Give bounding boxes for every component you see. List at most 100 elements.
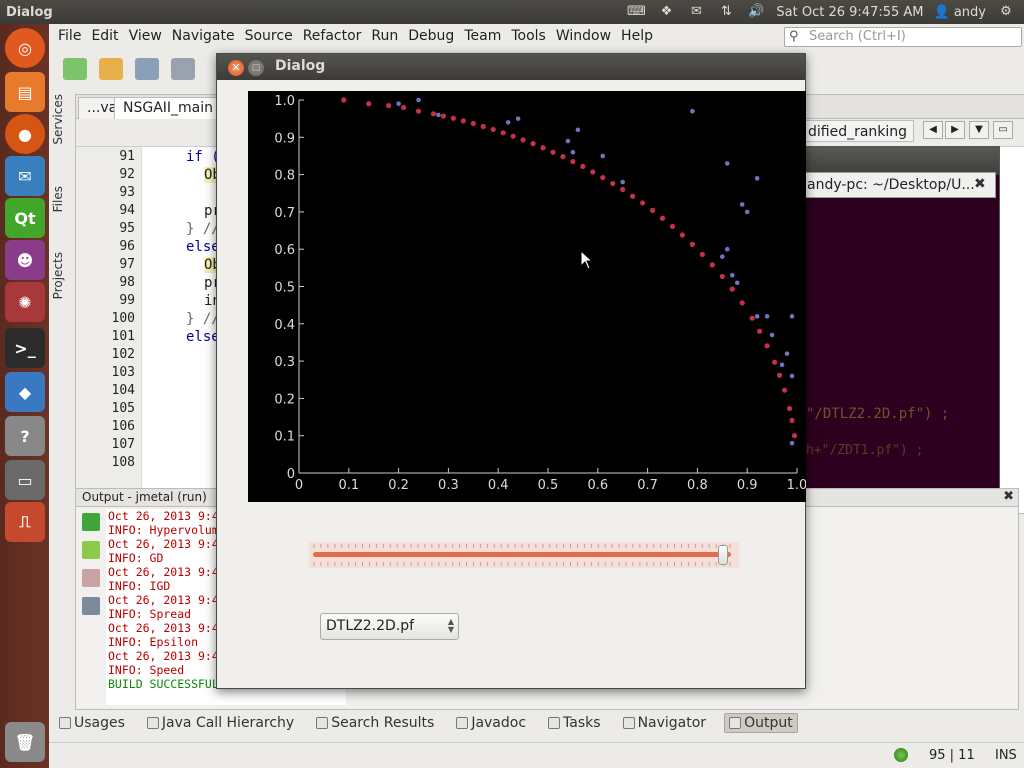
menu-window[interactable]: Window [555, 28, 612, 44]
dialog-titlebar[interactable]: ✕ □ Dialog [217, 54, 805, 80]
front-point [791, 433, 798, 439]
terminal-icon[interactable]: >_ [5, 328, 45, 368]
tab-java-call-hierarchy[interactable]: Java Call Hierarchy [143, 714, 298, 732]
trash-icon[interactable]: 🗑 [5, 722, 45, 762]
qt-creator-icon[interactable]: Qt [5, 198, 45, 238]
tab-projects[interactable]: Projects [51, 252, 65, 300]
editor-tab[interactable]: dified_ranking [801, 120, 915, 142]
front-point [749, 315, 755, 321]
solution-point [565, 138, 571, 144]
app-icon[interactable]: ✺ [5, 282, 45, 322]
user-name: andy [953, 4, 986, 20]
tab-files[interactable]: Files [51, 186, 65, 213]
search-input[interactable]: ⚲ Search (Ctrl+I) [784, 27, 1022, 47]
tab-javadoc[interactable]: Javadoc [452, 714, 530, 732]
tab-search-results[interactable]: Search Results [312, 714, 438, 732]
thunderbird-icon[interactable]: ✉ [5, 156, 45, 196]
tab-services[interactable]: Services [51, 94, 65, 145]
x-tick-label: 0.3 [438, 478, 459, 493]
dropbox-icon[interactable]: ❖ [660, 4, 673, 19]
output-line: Oct 26, 2013 9:4 [108, 649, 219, 663]
status-bar: 95 | 11 INS [49, 742, 1024, 768]
network-icon[interactable]: ⇅ [720, 4, 732, 19]
tab-tasks[interactable]: Tasks [544, 714, 605, 732]
new-project-icon[interactable] [99, 58, 123, 80]
menu-tools[interactable]: Tools [511, 28, 546, 44]
line-number: 99 [119, 293, 135, 308]
usb-icon[interactable]: ⎍ [5, 502, 45, 542]
menu-source[interactable]: Source [244, 28, 293, 44]
output-line: INFO: Speed [108, 663, 185, 677]
menu-file[interactable]: File [58, 28, 82, 44]
front-slider[interactable] [309, 542, 739, 568]
solution-point [620, 179, 625, 185]
front-point [659, 215, 666, 221]
front-point [789, 417, 795, 424]
settings-icon[interactable] [82, 597, 100, 615]
menu-run[interactable]: Run [371, 28, 399, 44]
save-all-icon[interactable] [171, 58, 195, 80]
volume-icon[interactable]: 🔊 [748, 4, 765, 19]
menu-team[interactable]: Team [464, 28, 502, 44]
tab-list-icon[interactable]: ▼ [969, 121, 989, 139]
close-icon[interactable]: ✖ [1003, 489, 1014, 504]
front-point [580, 163, 586, 169]
editor-tab-active[interactable]: NSGAII_main [114, 97, 223, 119]
top-panel: Dialog ⌨ ❖ ✉ ⇅ 🔊 Sat Oct 26 9:47:55 AM 👤… [0, 0, 1024, 24]
solution-point [570, 149, 576, 155]
rerun-custom-icon[interactable] [82, 541, 100, 559]
pareto-front-plot: 0 0.1 0.2 0.3 0.4 0.5 0.6 0.7 0.8 0.9 1.0 0 0.1 0.2 0.… [248, 91, 806, 502]
menu-help[interactable]: Help [621, 28, 653, 44]
user-menu[interactable]: 👤 andy [934, 5, 986, 20]
line-number: 102 [111, 347, 135, 362]
open-project-icon[interactable] [135, 58, 159, 80]
close-icon[interactable]: ✕ [228, 60, 244, 76]
line-number: 95 [119, 221, 135, 236]
line-number: 98 [119, 275, 135, 290]
tab-usages[interactable]: Usages [55, 714, 129, 732]
background-code-line: h+"/ZDT1.pf") ; [806, 443, 924, 458]
line-number: 96 [119, 239, 135, 254]
x-tick-label: 0 [295, 478, 303, 493]
front-point [781, 387, 788, 393]
front-point [540, 145, 546, 151]
mail-icon[interactable]: ✉ [690, 4, 702, 19]
keyboard-icon[interactable]: ⌨ [627, 4, 646, 19]
help-icon[interactable]: ? [5, 416, 45, 456]
stop-icon[interactable] [82, 569, 100, 587]
close-icon[interactable]: ✖ [974, 176, 986, 192]
front-file-select[interactable]: DTLZ2.2D.pf ▲ ▼ [320, 613, 459, 640]
scroll-left-icon[interactable]: ◀ [923, 121, 943, 139]
side-tabs: Services Files Projects [49, 94, 73, 324]
new-file-icon[interactable] [63, 58, 87, 80]
tab-output[interactable]: Output [724, 713, 798, 733]
front-point [520, 137, 526, 143]
menu-refactor[interactable]: Refactor [302, 28, 362, 44]
restore-window-icon[interactable]: ▭ [993, 121, 1013, 139]
caret-position: 95 | 11 [929, 748, 975, 763]
firefox-icon[interactable]: ● [5, 114, 45, 154]
menu-navigate[interactable]: Navigate [171, 28, 235, 44]
y-tick-label: 0.9 [274, 131, 295, 146]
gear-icon[interactable]: ⚙ [1000, 4, 1012, 19]
pidgin-icon[interactable]: ☻ [5, 240, 45, 280]
terminal-tab[interactable]: andy-pc: ~/Desktop/U... [800, 172, 996, 198]
solution-point [739, 202, 745, 207]
line-number: 101 [111, 329, 135, 344]
maximize-icon[interactable]: □ [248, 60, 264, 76]
clock[interactable]: Sat Oct 26 9:47:55 AM [776, 4, 924, 20]
menu-debug[interactable]: Debug [408, 28, 455, 44]
menu-edit[interactable]: Edit [91, 28, 119, 44]
tab-navigator[interactable]: Navigator [619, 714, 711, 732]
cube-app-icon[interactable]: ◆ [5, 372, 45, 412]
menu-view[interactable]: View [128, 28, 162, 44]
files-icon[interactable]: ▤ [5, 72, 45, 112]
slider-thumb[interactable] [717, 545, 728, 565]
window-app-icon[interactable]: ▭ [5, 460, 45, 500]
dash-home-icon[interactable]: ◎ [5, 28, 45, 68]
rerun-icon[interactable] [82, 513, 100, 531]
scroll-right-icon[interactable]: ▶ [945, 121, 965, 139]
front-point [640, 200, 646, 206]
x-tick-label: 0.6 [587, 478, 608, 493]
front-point [341, 97, 347, 103]
